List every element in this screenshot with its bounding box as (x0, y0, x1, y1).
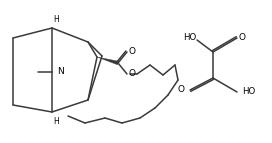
Text: HO: HO (242, 88, 255, 97)
Text: N: N (57, 67, 63, 77)
Text: O: O (128, 47, 135, 56)
Text: H: H (53, 117, 59, 126)
Text: H: H (53, 14, 59, 23)
Polygon shape (97, 57, 119, 65)
Text: O: O (239, 33, 246, 42)
Text: O: O (178, 86, 185, 95)
Text: O: O (128, 69, 135, 79)
Text: HO: HO (183, 33, 196, 42)
